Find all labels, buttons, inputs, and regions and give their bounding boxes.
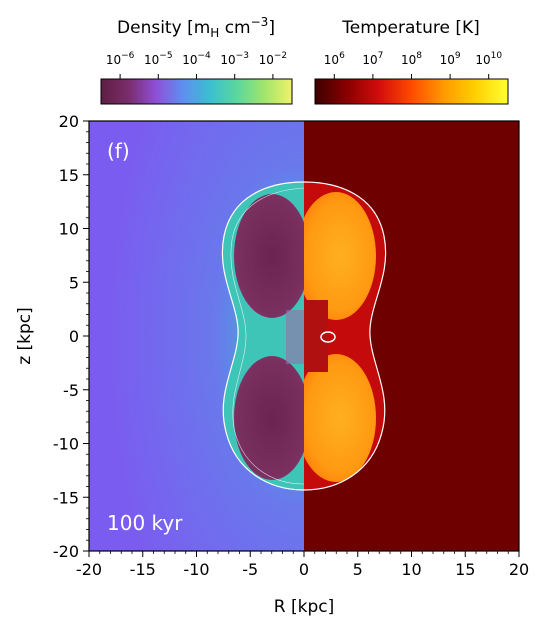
x-tick-label: 20: [509, 560, 529, 579]
y-tick-label: 5: [69, 273, 79, 292]
temperature-upper-lobe: [304, 192, 376, 320]
temperature-colorbar-title: Temperature [K]: [341, 18, 480, 38]
density-colorbar-title: Density [mH cm−3]: [117, 15, 275, 40]
y-tick-label: 20: [59, 112, 79, 131]
temperature-colorbar: Temperature [K] 106 107 108 109 1010: [314, 18, 509, 105]
x-axis-ticks: -20 -15 -10 -5 0 5 10 15 20: [76, 551, 529, 579]
density-colorbar-tick-label: 10−4: [182, 51, 211, 67]
density-colorbar-bar: [100, 78, 293, 105]
density-colorbar-ticks: 10−6 10−5 10−4 10−3 10−2: [106, 51, 287, 79]
y-tick-label: -20: [53, 542, 79, 561]
temperature-colorbar-tick-label: 109: [440, 51, 461, 67]
y-axis-ticks: 20 15 10 5 0 -5 -10 -15 -20: [53, 112, 89, 561]
temperature-core: [304, 300, 328, 372]
temperature-colorbar-bar: [314, 78, 509, 105]
temperature-shock-front: [304, 181, 387, 491]
y-tick-label: 10: [59, 220, 79, 239]
temperature-lower-lobe: [304, 354, 376, 482]
y-tick-label: -5: [63, 381, 79, 400]
x-tick-label: -5: [242, 560, 258, 579]
x-tick-label: -20: [76, 560, 102, 579]
density-shock-front: [221, 181, 304, 491]
time-label: 100 kyr: [107, 511, 183, 535]
density-inner-contour: [230, 187, 304, 485]
density-colorbar-tick-label: 10−2: [259, 51, 288, 67]
y-tick-label: -15: [53, 488, 79, 507]
temperature-colorbar-tick-label: 106: [324, 51, 345, 67]
temperature-half: [304, 121, 519, 551]
x-tick-label: -15: [130, 560, 156, 579]
panel-label: (f): [107, 139, 130, 163]
temperature-colorbar-tick-label: 1010: [475, 51, 502, 67]
x-tick-label: 10: [401, 560, 421, 579]
x-tick-label: 0: [299, 560, 309, 579]
density-colorbar-tick-label: 10−6: [106, 51, 135, 67]
density-colorbar-tick-label: 10−3: [220, 51, 249, 67]
x-tick-label: -10: [183, 560, 209, 579]
density-half: [89, 121, 304, 551]
temperature-core-ring: [320, 331, 336, 343]
y-tick-label: 0: [69, 327, 79, 346]
density-core: [286, 310, 304, 364]
temperature-colorbar-tick-label: 108: [401, 51, 422, 67]
x-axis-label: R [kpc]: [274, 597, 334, 617]
temperature-colorbar-ticks: 106 107 108 109 1010: [324, 51, 502, 79]
density-upper-lobe: [234, 194, 304, 318]
temperature-colorbar-tick-label: 107: [362, 51, 383, 67]
y-axis-label: z [kpc]: [15, 307, 35, 365]
simulation-image: (f) 100 kyr: [89, 121, 519, 551]
density-lower-lobe: [234, 356, 304, 480]
y-tick-label: 15: [59, 166, 79, 185]
density-colorbar-tick-label: 10−5: [144, 51, 173, 67]
x-tick-label: 15: [455, 560, 475, 579]
y-tick-label: -10: [53, 435, 79, 454]
density-colorbar: Density [mH cm−3] 10−6 10−5 10−4 10−3 10−2: [100, 15, 293, 105]
x-tick-label: 5: [353, 560, 363, 579]
